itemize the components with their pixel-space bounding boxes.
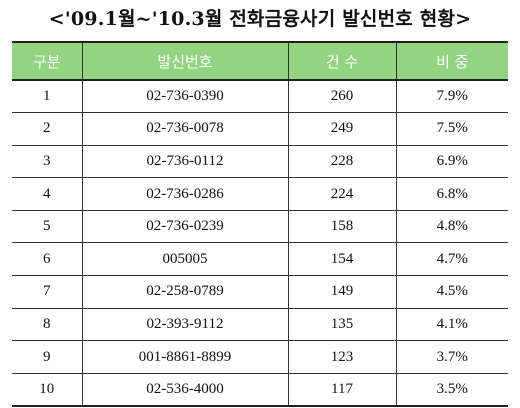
table-row: 3 02-736-0112 228 6.9% — [12, 145, 508, 179]
header-share: 비 중 — [395, 41, 508, 81]
cell-share: 4.5% — [395, 275, 508, 309]
cell-rank: 3 — [12, 145, 83, 179]
header-category: 구분 — [12, 41, 83, 81]
cell-caller-number: 02-736-0112 — [81, 145, 289, 179]
table-body: 1 02-736-0390 260 7.9% 2 02-736-0078 249… — [12, 80, 508, 407]
cell-count: 135 — [287, 308, 397, 342]
cell-rank: 9 — [12, 340, 83, 374]
cell-rank: 8 — [12, 308, 83, 342]
cell-share: 7.5% — [395, 112, 508, 146]
cell-count: 149 — [287, 275, 397, 309]
cell-rank: 10 — [12, 373, 83, 407]
table-row: 5 02-736-0239 158 4.8% — [12, 210, 508, 244]
page-title: <'09.1월~'10.3월 전화금융사기 발신번호 현황> — [48, 8, 472, 30]
cell-count: 249 — [287, 112, 397, 146]
table-header: 구분 발신번호 건 수 비 중 — [12, 41, 508, 81]
cell-share: 3.5% — [395, 373, 508, 407]
table-row: 9 001-8861-8899 123 3.7% — [12, 340, 508, 374]
cell-count: 123 — [287, 340, 397, 374]
cell-caller-number: 02-258-0789 — [81, 275, 289, 309]
cell-rank: 4 — [12, 177, 83, 211]
cell-rank: 6 — [12, 242, 83, 277]
cell-caller-number: 005005 — [81, 242, 289, 277]
table-row: 6 005005 154 4.7% — [12, 242, 508, 277]
cell-count: 158 — [287, 210, 397, 244]
table-row: 8 02-393-9112 135 4.1% — [12, 308, 508, 342]
cell-share: 4.7% — [395, 242, 508, 277]
cell-share: 3.7% — [395, 340, 508, 374]
table-row: 4 02-736-0286 224 6.8% — [12, 177, 508, 211]
cell-caller-number: 02-736-0390 — [81, 80, 289, 114]
header-count: 건 수 — [287, 41, 397, 81]
cell-caller-number: 02-736-0286 — [81, 177, 289, 211]
cell-count: 154 — [287, 242, 397, 277]
cell-rank: 7 — [12, 275, 83, 309]
cell-caller-number: 02-736-0078 — [81, 112, 289, 146]
table-row: 1 02-736-0390 260 7.9% — [12, 80, 508, 114]
cell-share: 4.1% — [395, 308, 508, 342]
cell-share: 6.8% — [395, 177, 508, 211]
cell-share: 4.8% — [395, 210, 508, 244]
cell-count: 117 — [287, 373, 397, 407]
header-row: 구분 발신번호 건 수 비 중 — [12, 41, 508, 81]
cell-count: 224 — [287, 177, 397, 211]
cell-caller-number: 02-736-0239 — [81, 210, 289, 244]
caller-number-table: 구분 발신번호 건 수 비 중 1 02-736-0390 260 7.9% 2… — [12, 41, 508, 407]
table-row: 2 02-736-0078 249 7.5% — [12, 112, 508, 146]
cell-rank: 5 — [12, 210, 83, 244]
cell-count: 260 — [287, 80, 397, 114]
cell-rank: 1 — [12, 80, 83, 114]
cell-caller-number: 001-8861-8899 — [81, 340, 289, 374]
header-caller-number: 발신번호 — [81, 41, 289, 81]
cell-share: 6.9% — [395, 145, 508, 179]
cell-caller-number: 02-536-4000 — [81, 373, 289, 407]
cell-caller-number: 02-393-9112 — [81, 308, 289, 342]
cell-count: 228 — [287, 145, 397, 179]
cell-share: 7.9% — [395, 80, 508, 114]
table-row: 7 02-258-0789 149 4.5% — [12, 275, 508, 309]
cell-rank: 2 — [12, 112, 83, 146]
table-row: 10 02-536-4000 117 3.5% — [12, 373, 508, 407]
